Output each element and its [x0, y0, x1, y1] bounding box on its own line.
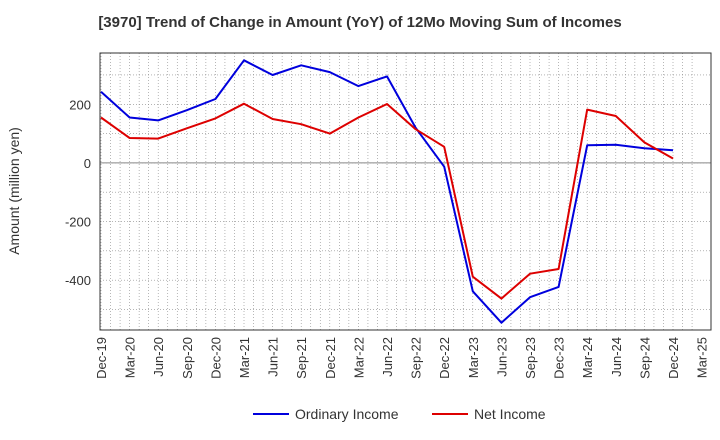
y-tick-label: 0 — [84, 156, 91, 171]
x-tick-label: Dec-24 — [666, 337, 681, 379]
x-tick-label: Sep-22 — [409, 337, 424, 379]
x-tick-label: Mar-23 — [466, 337, 481, 378]
plot-frame — [99, 52, 712, 331]
x-tick-label: Mar-25 — [695, 337, 710, 378]
x-tick-label: Dec-21 — [323, 337, 338, 379]
x-tick-label: Jun-23 — [494, 337, 509, 377]
x-tick-label: Dec-22 — [437, 337, 452, 379]
x-tick-label: Sep-20 — [180, 337, 195, 379]
x-tick-label: Jun-24 — [609, 337, 624, 377]
x-tick-label: Mar-20 — [123, 337, 138, 378]
series-layer — [100, 59, 674, 324]
x-tick-label: Sep-23 — [523, 337, 538, 379]
y-tick-label: 200 — [69, 97, 91, 112]
y-tick-label: -200 — [65, 215, 91, 230]
chart-title: [3970] Trend of Change in Amount (YoY) o… — [98, 14, 622, 31]
x-tick-label: Dec-20 — [208, 337, 223, 379]
x-tick-label: Jun-20 — [151, 337, 166, 377]
y-tick-label: -400 — [65, 273, 91, 288]
x-tick-label: Mar-22 — [351, 337, 366, 378]
y-axis-label: Amount (million yen) — [6, 127, 22, 255]
grid-layer — [100, 53, 711, 330]
series-line-ordinary-income — [100, 59, 674, 324]
series-line-net-income — [100, 102, 674, 300]
legend-label: Ordinary Income — [295, 406, 399, 422]
legend: Ordinary Income Net Income — [253, 406, 546, 422]
y-tick-labels: 200 0 -200 -400 — [65, 97, 91, 288]
x-tick-label: Jun-21 — [266, 337, 281, 377]
x-tick-label: Mar-21 — [237, 337, 252, 378]
x-tick-label: Sep-24 — [637, 337, 652, 379]
x-tick-label: Jun-22 — [380, 337, 395, 377]
x-tick-label: Dec-23 — [552, 337, 567, 379]
x-tick-label: Mar-24 — [580, 337, 595, 378]
x-tick-label: Sep-21 — [294, 337, 309, 379]
x-tick-label: Dec-19 — [94, 337, 109, 379]
x-tick-labels: Dec-19 Mar-20 Jun-20 Sep-20 Dec-20 Mar-21 Jun-… — [94, 337, 710, 379]
legend-label: Net Income — [474, 406, 546, 422]
